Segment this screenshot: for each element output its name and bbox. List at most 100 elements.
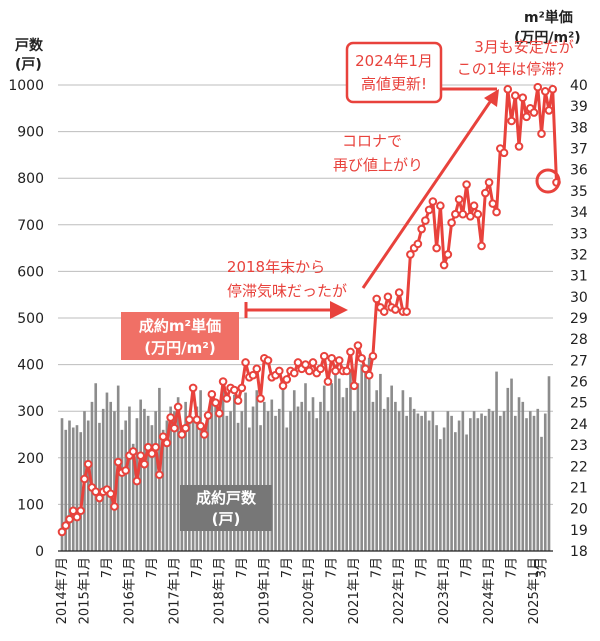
unit-price-point (458, 209, 468, 219)
bar (416, 413, 420, 551)
unit-price-point (83, 459, 93, 469)
bar (79, 432, 83, 551)
right-tick-label: 22 (570, 459, 588, 475)
bar (270, 399, 274, 551)
unit-price-point (544, 106, 554, 115)
x-tick-label: 7月 (370, 557, 385, 578)
unit-price-point (349, 381, 359, 391)
bar (206, 413, 210, 551)
unit-price-point (308, 358, 318, 367)
x-tick-label: 2025年1月 (527, 557, 542, 624)
bar (124, 420, 127, 551)
right-tick-label: 31 (570, 269, 588, 285)
unit-price-point (379, 307, 389, 316)
unit-price-point (162, 438, 172, 448)
bar (427, 420, 431, 551)
bar (469, 418, 472, 551)
left-tick-label: 700 (17, 218, 44, 234)
bar (528, 411, 532, 551)
bar (244, 392, 247, 551)
bar (412, 408, 416, 551)
bar (131, 443, 135, 551)
right-tick-label: 38 (570, 120, 588, 136)
bar (476, 418, 480, 551)
bar (285, 427, 289, 551)
bar (300, 401, 304, 551)
right-tick-label: 32 (570, 247, 588, 263)
unit-price-point (218, 377, 228, 386)
bar (225, 415, 229, 551)
bar (495, 371, 498, 551)
x-tick-label: 2017年1月 (167, 557, 182, 624)
right-tick-label: 35 (570, 184, 588, 200)
unit-price-point (252, 364, 262, 374)
bar (277, 408, 281, 551)
bar (375, 390, 378, 551)
right-tick-label: 30 (570, 290, 588, 306)
unit-price-point (170, 423, 179, 433)
unit-price-point (177, 430, 187, 439)
x-tick-label: 7月 (505, 557, 520, 578)
bar (169, 406, 172, 551)
bar (446, 411, 450, 551)
bar (364, 366, 367, 551)
right-tick-label: 36 (570, 163, 588, 179)
bar (139, 399, 142, 551)
bar (379, 373, 382, 551)
unit-price-point (80, 474, 89, 484)
bar (367, 357, 371, 551)
bar (356, 383, 360, 551)
unit-price-point (533, 82, 543, 92)
arrow-2018-head (330, 301, 348, 319)
unit-price-point (406, 250, 415, 259)
bar (60, 418, 64, 551)
unit-price-point (72, 512, 82, 522)
unit-price-point (188, 383, 198, 393)
left-tick-label: 100 (17, 497, 44, 513)
bar (199, 390, 202, 551)
right-tick-label: 33 (570, 226, 588, 242)
bar (274, 415, 277, 551)
units-label-line1: 成約戸数 (196, 489, 257, 507)
bar (525, 418, 528, 551)
right-axis-title-line1: m²単価 (524, 9, 573, 26)
unit-price-point (110, 502, 119, 511)
unit-price-point (510, 91, 520, 100)
bar (543, 413, 547, 551)
bar (240, 411, 244, 551)
unit-price-point (537, 129, 546, 139)
unit-price-label-box (121, 312, 239, 360)
x-tick-label: 3月 (535, 557, 550, 578)
unit-price-point (327, 353, 337, 363)
bar (502, 411, 506, 551)
unit-price-point (469, 201, 479, 211)
bar (146, 415, 150, 551)
bar (330, 383, 334, 551)
bar (210, 397, 214, 551)
x-tick-label: 2021年1月 (347, 557, 362, 624)
unit-price-point (140, 459, 149, 469)
bar (319, 401, 322, 551)
unit-price-point (492, 207, 501, 217)
unit-price-label-line2: (万円/m²) (144, 339, 215, 357)
unit-price-point (263, 356, 273, 365)
unit-price-point (357, 353, 366, 363)
bar (540, 436, 543, 551)
unit-price-point (424, 205, 434, 215)
bar (64, 429, 68, 551)
bar (101, 408, 105, 551)
box-2024-line2: 高値更新! (361, 75, 427, 93)
left-axis-ticks: 0 100 200 300 400 500 600 700 800 900 1000 (8, 78, 44, 560)
unit-price-point (233, 396, 243, 405)
unit-price-point (507, 116, 516, 126)
unit-price-point (353, 341, 363, 350)
x-tick-label: 2016年1月 (122, 557, 137, 624)
unit-price-point (540, 87, 550, 96)
bar (547, 376, 551, 551)
bar (513, 415, 517, 551)
bar (161, 429, 165, 551)
bar (360, 364, 364, 551)
bar (405, 415, 408, 551)
left-tick-label: 300 (17, 404, 44, 420)
bar (90, 401, 94, 551)
